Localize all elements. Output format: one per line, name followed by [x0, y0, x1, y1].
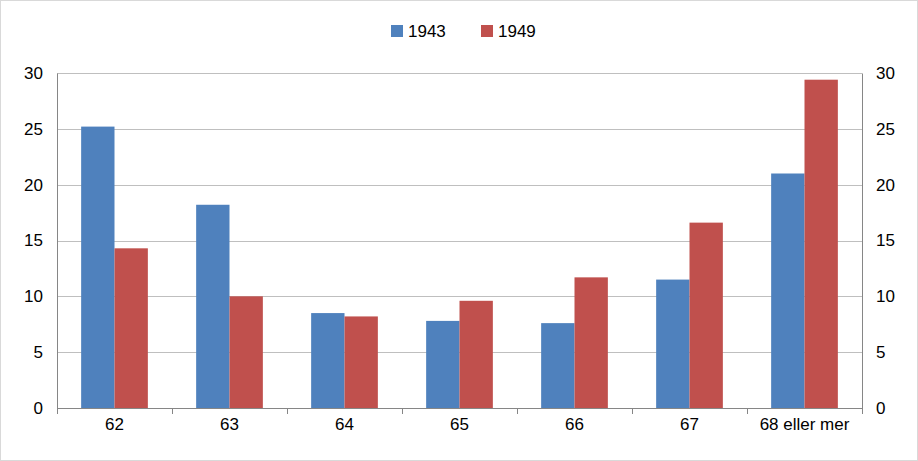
- x-tick-label: 63: [220, 415, 239, 434]
- y2-axis: 0 5 10 15 20 25 30: [862, 64, 895, 418]
- legend-item: 1943: [391, 22, 446, 41]
- grid-line: [57, 129, 862, 130]
- y-tick: 30: [24, 64, 57, 83]
- axis-line: [862, 74, 863, 409]
- y-tick-label: 15: [24, 231, 43, 250]
- grid-line: [57, 241, 862, 242]
- y2-tick-label: 10: [876, 287, 895, 306]
- y-axis: 0 5 10 15 20 25 30: [24, 64, 57, 418]
- category-separator: [862, 408, 863, 414]
- chart-frame: [1, 1, 918, 461]
- bar: [541, 323, 574, 408]
- bar: [311, 313, 344, 408]
- bar: [460, 301, 493, 408]
- y-tick-label: 25: [24, 120, 43, 139]
- y2-tick-label: 0: [876, 399, 885, 418]
- x-axis: 62 63 64 65 66 67 68 eller mer: [58, 408, 863, 434]
- y2-tick: 15: [862, 231, 895, 250]
- x-tick-label: 64: [335, 415, 354, 434]
- bar-series: [81, 127, 804, 408]
- y-tick: 0: [34, 399, 57, 418]
- grid: [57, 74, 862, 409]
- bar: [690, 223, 723, 408]
- legend-label: 1943: [408, 22, 446, 41]
- legend: 1943 1949: [391, 22, 536, 41]
- y2-tick-label: 5: [876, 343, 885, 362]
- grid-line: [57, 296, 862, 297]
- bar: [656, 280, 689, 408]
- y-tick-label: 20: [24, 176, 43, 195]
- y-tick: 20: [24, 176, 57, 195]
- y2-tick: 5: [862, 343, 885, 362]
- plot: 62 63 64 65 66 67 68 eller mer 0 5 10 15 20 25 30 0 5 10…: [24, 64, 895, 434]
- x-tick: 62: [105, 408, 124, 434]
- category-separator: [747, 408, 748, 414]
- category-separator: [517, 408, 518, 414]
- x-tick: 68 eller mer: [760, 408, 850, 434]
- grid-line: [57, 73, 862, 74]
- grid-line: [57, 185, 862, 186]
- bar: [230, 296, 263, 408]
- y-tick: 10: [24, 287, 57, 306]
- x-tick-label: 66: [565, 415, 584, 434]
- bar: [805, 80, 838, 408]
- x-tick: 65: [450, 408, 469, 434]
- legend-item: 1949: [481, 22, 536, 41]
- x-tick: 64: [335, 408, 354, 434]
- legend-label: 1949: [498, 22, 536, 41]
- bars: [81, 80, 838, 408]
- y2-tick-label: 30: [876, 64, 895, 83]
- x-tick-label: 62: [105, 415, 124, 434]
- bar: [115, 248, 148, 408]
- category-separator: [287, 408, 288, 414]
- chart: 62 63 64 65 66 67 68 eller mer 0 5 10 15 20 25 30 0 5 10…: [0, 0, 918, 461]
- legend-swatch: [391, 25, 403, 37]
- y2-tick-label: 20: [876, 176, 895, 195]
- x-tick: 63: [220, 408, 239, 434]
- axis-line: [58, 408, 863, 409]
- y-tick-label: 5: [34, 343, 43, 362]
- grid-line: [57, 408, 862, 409]
- y-tick: 5: [34, 343, 57, 362]
- bar: [575, 277, 608, 408]
- y2-tick-label: 25: [876, 120, 895, 139]
- y-tick: 25: [24, 120, 57, 139]
- y2-tick: 10: [862, 287, 895, 306]
- y-tick-label: 10: [24, 287, 43, 306]
- category-separator: [632, 408, 633, 414]
- y-tick-label: 0: [34, 399, 43, 418]
- bar: [196, 205, 229, 408]
- x-tick-label: 68 eller mer: [760, 415, 850, 434]
- bar-series: [115, 80, 838, 408]
- y2-tick-label: 15: [876, 231, 895, 250]
- bar: [426, 321, 459, 408]
- x-tick-label: 65: [450, 415, 469, 434]
- category-separator: [402, 408, 403, 414]
- y2-tick: 25: [862, 120, 895, 139]
- category-separators: [58, 408, 863, 414]
- axis-line: [57, 74, 58, 409]
- category-separator: [172, 408, 173, 414]
- bar: [81, 127, 114, 408]
- x-tick: 67: [680, 408, 699, 434]
- y2-tick: 20: [862, 176, 895, 195]
- legend-swatch: [481, 25, 493, 37]
- y-tick: 15: [24, 231, 57, 250]
- bar: [345, 316, 378, 408]
- x-tick: 66: [565, 408, 584, 434]
- category-separator: [57, 408, 58, 414]
- bar: [771, 174, 804, 409]
- y2-tick: 0: [862, 399, 885, 418]
- y-tick-label: 30: [24, 64, 43, 83]
- y2-tick: 30: [862, 64, 895, 83]
- x-tick-label: 67: [680, 415, 699, 434]
